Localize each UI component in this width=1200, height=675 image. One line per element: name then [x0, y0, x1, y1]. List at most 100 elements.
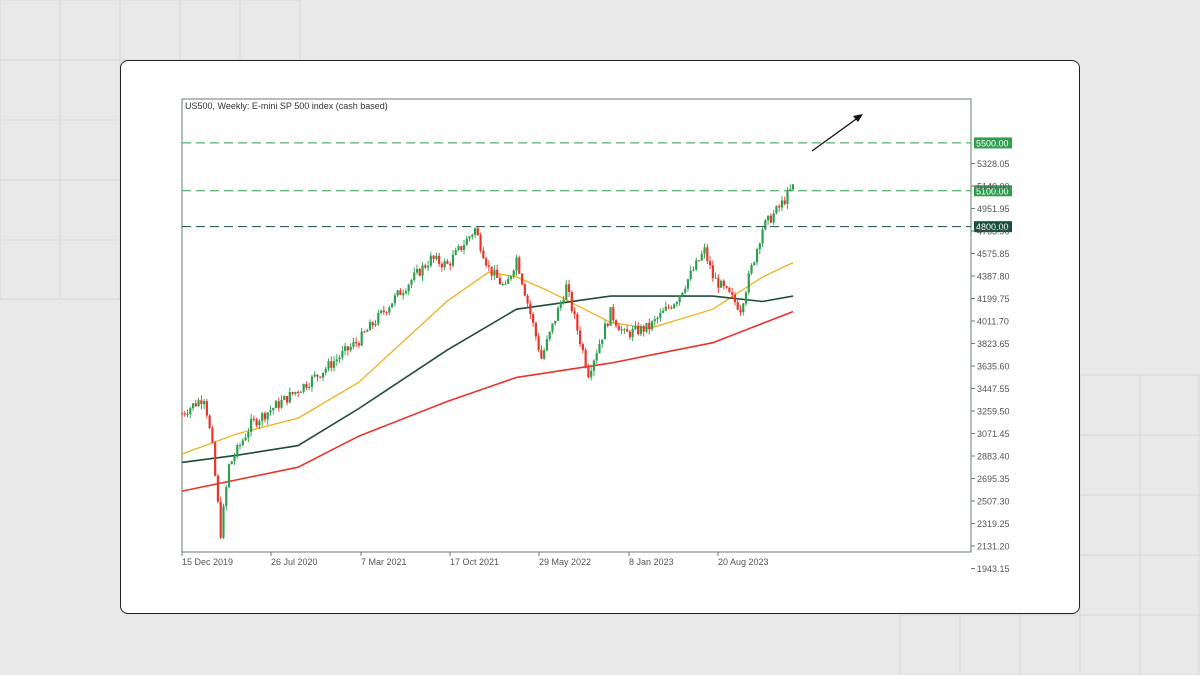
level-badge: [974, 185, 1012, 197]
candlestick: [310, 374, 314, 392]
candlestick: [258, 419, 261, 430]
candlestick: [299, 390, 302, 393]
candlestick: [579, 326, 582, 348]
candlestick: [277, 397, 280, 412]
candlestick: [554, 320, 557, 326]
candlestick: [443, 258, 446, 271]
candlestick: [316, 374, 319, 382]
candlestick: [225, 484, 228, 511]
candlestick: [537, 333, 540, 353]
candlestick: [755, 247, 759, 266]
candlestick: [219, 496, 222, 540]
candlestick: [692, 266, 695, 272]
candlestick: [540, 345, 543, 360]
candlestick: [426, 260, 430, 271]
candlestick: [238, 442, 242, 450]
candlestick: [385, 311, 388, 316]
candlestick: [479, 232, 482, 254]
level-label: 4800.00: [976, 222, 1009, 232]
candlestick: [504, 280, 507, 285]
candlestick: [764, 219, 767, 231]
y-tick-label: 2695.35: [977, 474, 1010, 484]
x-tick-label: 7 Mar 2021: [361, 557, 407, 567]
candlestick: [473, 227, 477, 238]
y-tick-label: 2319.25: [977, 519, 1010, 529]
candlestick: [567, 279, 571, 297]
candlestick: [468, 235, 471, 242]
candlestick: [744, 290, 748, 306]
candlestick: [294, 391, 297, 396]
level-badge: [974, 221, 1012, 233]
chart-title: US500, Weekly: E-mini SP 500 index (cash…: [185, 101, 388, 111]
candlestick: [432, 254, 435, 263]
candlestick: [637, 322, 640, 336]
candlestick: [590, 365, 593, 381]
candlestick: [697, 259, 701, 262]
candlestick: [581, 342, 584, 354]
candlestick: [457, 244, 460, 252]
candlestick: [681, 292, 684, 297]
candlestick: [485, 256, 488, 268]
candlestick: [667, 304, 670, 310]
candlestick: [603, 320, 607, 340]
candlestick: [424, 263, 427, 270]
candlestick: [407, 283, 410, 296]
candlestick: [545, 335, 549, 352]
y-tick-label: 3823.65: [977, 339, 1010, 349]
level-label: 5100.00: [976, 186, 1009, 196]
candlestick: [438, 252, 441, 267]
candlestick: [205, 398, 208, 419]
candlestick: [227, 463, 231, 489]
candlestick: [775, 205, 778, 215]
candlestick: [761, 227, 764, 248]
candlestick: [357, 341, 361, 348]
moving-average-line: [181, 295, 794, 464]
candlestick: [214, 440, 217, 477]
candlestick: [714, 272, 717, 279]
candlestick: [410, 278, 413, 289]
candlestick: [645, 322, 648, 334]
candlestick: [269, 405, 272, 416]
y-tick-label: 4951.95: [977, 204, 1010, 214]
candlestick: [208, 414, 211, 429]
candlestick: [753, 261, 756, 266]
candlestick: [346, 345, 349, 356]
candlestick: [725, 285, 728, 289]
candlestick: [526, 294, 529, 308]
candlestick: [534, 321, 537, 341]
candlestick: [614, 318, 618, 329]
candlestick: [393, 292, 396, 307]
candlestick: [429, 251, 432, 268]
candlestick: [319, 376, 322, 379]
candlestick: [601, 339, 604, 348]
candlestick: [255, 417, 258, 428]
candlestick: [789, 184, 792, 192]
x-tick-label: 15 Dec 2019: [182, 557, 233, 567]
candlestick: [742, 302, 745, 316]
candlestick: [283, 395, 286, 401]
y-tick-label: 2131.20: [977, 542, 1010, 552]
x-tick-label: 26 Jul 2020: [271, 557, 318, 567]
candlestick: [399, 288, 402, 296]
candlestick: [570, 290, 573, 314]
candlestick: [659, 308, 662, 322]
candlestick: [675, 300, 678, 307]
candlestick: [451, 249, 455, 268]
candlestick: [711, 260, 714, 283]
candlestick: [728, 287, 731, 293]
candlestick: [678, 294, 681, 306]
y-tick-label: 3635.60: [977, 362, 1010, 372]
candlestick: [200, 395, 203, 410]
candlestick: [598, 339, 601, 354]
candlestick: [758, 242, 761, 255]
candlestick: [595, 349, 598, 364]
candlestick: [750, 263, 753, 275]
candlestick: [355, 337, 358, 348]
x-tick-label: 20 Aug 2023: [718, 557, 769, 567]
candlestick: [321, 372, 325, 381]
candlestick: [180, 410, 184, 415]
candlestick: [460, 245, 463, 252]
candlestick: [454, 247, 457, 256]
candlestick: [415, 264, 419, 275]
y-tick-label: 2507.30: [977, 497, 1010, 507]
